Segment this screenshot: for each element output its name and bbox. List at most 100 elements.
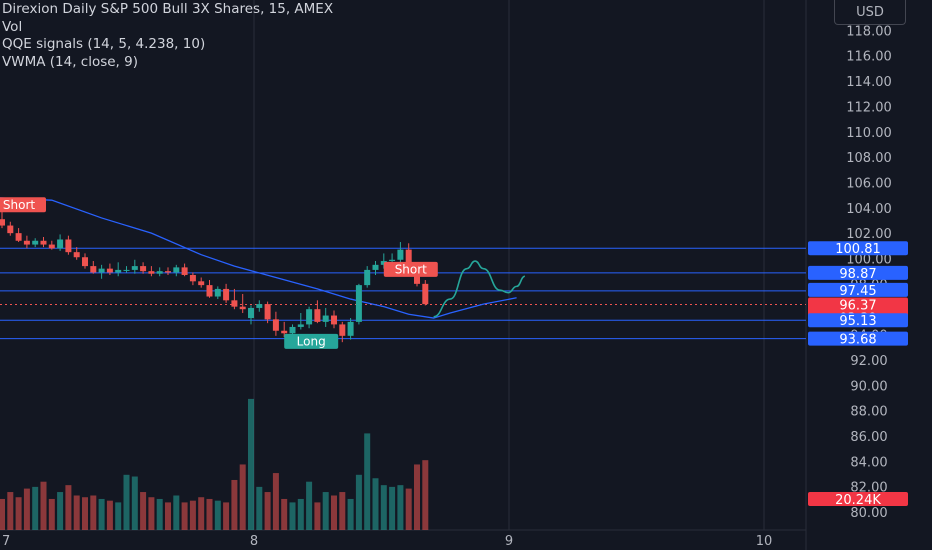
time-tick-label: 7: [2, 534, 10, 549]
candle: [189, 272, 196, 286]
short-signal: Short: [0, 197, 46, 213]
volume-bar: [57, 492, 64, 530]
price-tag-value: 20.24K: [835, 493, 881, 508]
candle-body: [248, 307, 254, 319]
price-tick-label: 86.00: [850, 430, 887, 445]
candle: [73, 247, 80, 260]
price-tag-bg: [808, 313, 908, 328]
volume-bar: [223, 502, 230, 530]
candle-body: [397, 249, 404, 260]
candle-body: [106, 268, 113, 273]
candle: [106, 263, 113, 275]
candle: [65, 235, 72, 255]
price-tick-label: 88.00: [850, 405, 887, 420]
candle-body: [239, 306, 246, 310]
volume-bar: [90, 495, 97, 530]
signal-label-bg: [0, 197, 46, 213]
price-tag-value: 95.13: [839, 314, 876, 329]
price-tick-label: 100.00: [846, 253, 892, 268]
candle-body: [156, 271, 163, 274]
signal-label-text: Short: [395, 262, 427, 276]
vwma-path: [0, 197, 517, 319]
candle: [82, 253, 88, 269]
candle: [372, 261, 379, 275]
price-tick-label: 102.00: [846, 227, 892, 242]
candle-body: [297, 324, 304, 327]
time-tick-label: 10: [756, 534, 773, 549]
vwma-line: [0, 197, 517, 319]
candle-body: [264, 304, 271, 320]
price-tick-label: 114.00: [846, 75, 892, 90]
volume-bar: [331, 495, 337, 530]
volume-bar: [15, 497, 22, 530]
candle-body: [231, 300, 238, 307]
candle: [347, 318, 354, 340]
time-axis[interactable]: 7 8 9 10: [2, 534, 772, 549]
candle-body: [347, 321, 354, 336]
candle-body: [289, 326, 296, 334]
price-tag-bg: [808, 492, 908, 506]
candle: [214, 286, 221, 300]
candle: [364, 266, 371, 288]
signal-label-bg: [383, 261, 438, 277]
volume-bar: [306, 481, 313, 530]
qqe-signal-labels: Short Short Long: [0, 197, 438, 349]
candle: [181, 263, 188, 277]
candle-body: [131, 266, 138, 270]
price-tag: 98.87: [808, 265, 908, 282]
volume-bar: [32, 486, 39, 530]
candle-body: [181, 267, 188, 275]
volume-bar: [23, 488, 30, 530]
candle-body: [48, 244, 55, 249]
volume-bar: [115, 502, 122, 530]
volume-bar: [397, 485, 404, 530]
price-tag: 20.24K: [808, 492, 908, 508]
price-tag: 95.13: [808, 313, 908, 329]
candle: [355, 283, 362, 325]
candle: [40, 236, 47, 248]
volume-bar: [48, 498, 55, 530]
candle: [223, 283, 230, 303]
currency-selector[interactable]: USD: [834, 0, 906, 25]
volume-bar: [289, 502, 296, 530]
candle: [98, 264, 105, 279]
candle: [272, 311, 279, 336]
candle: [15, 228, 22, 243]
candle: [7, 221, 14, 236]
price-tick-label: 90.00: [850, 379, 887, 394]
candle: [322, 307, 329, 327]
candle-body: [198, 281, 205, 286]
candle: [140, 262, 147, 274]
candle-body: [331, 315, 337, 325]
time-tick-label: 8: [250, 534, 258, 549]
candle-body: [57, 239, 64, 249]
signal-label-bg: [284, 333, 339, 349]
candle-body: [98, 268, 105, 273]
price-tick-label: 84.00: [850, 455, 887, 470]
volume-bar: [264, 492, 271, 530]
candle-body: [355, 285, 362, 322]
candle: [131, 259, 138, 274]
volume-bar: [206, 498, 213, 530]
price-tags: 100.8198.8797.4596.3703:3995.1393.6820.2…: [808, 241, 908, 508]
volume-bar: [355, 474, 362, 530]
volume-bar: [314, 502, 321, 530]
price-axis[interactable]: 120.00118.00116.00114.00112.00110.00108.…: [846, 0, 892, 521]
candle-body: [32, 240, 39, 245]
price-tag-value: 96.37: [839, 299, 876, 314]
candle: [173, 264, 180, 277]
signal-label-text: Long: [297, 334, 326, 348]
candle-body: [165, 271, 171, 273]
volume-bar: [156, 498, 163, 530]
price-tick-label: 112.00: [846, 100, 892, 115]
price-tick-label: 104.00: [846, 202, 892, 217]
candle-body: [148, 271, 155, 274]
candle: [165, 267, 171, 275]
candle: [314, 300, 321, 324]
candle: [297, 313, 304, 330]
volume-bar: [239, 464, 246, 530]
volume-bars: [0, 398, 429, 530]
volume-bar: [189, 500, 196, 530]
